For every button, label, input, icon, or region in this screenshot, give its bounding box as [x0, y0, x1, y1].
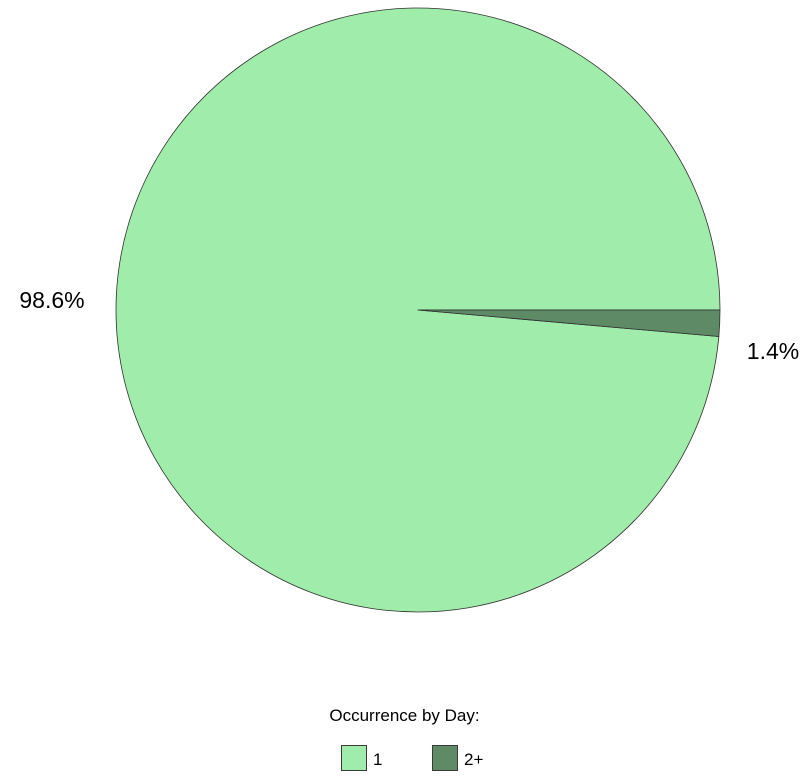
legend-swatch-2plus [432, 745, 458, 771]
data-label-2plus: 1.4% [747, 338, 799, 364]
legend-label-2plus: 2+ [464, 750, 484, 769]
data-label-1: 98.6% [19, 287, 84, 313]
legend-swatch-1 [341, 745, 367, 771]
pie-slices [115, 7, 721, 613]
pie-slice-2plus [417, 309, 721, 337]
legend-title: Occurrence by Day: [329, 706, 480, 725]
legend-label-1: 1 [373, 750, 383, 769]
legend: Occurrence by Day: 1 2+ [0, 706, 809, 771]
pie-data-labels: 98.6% 1.4% [19, 287, 799, 364]
